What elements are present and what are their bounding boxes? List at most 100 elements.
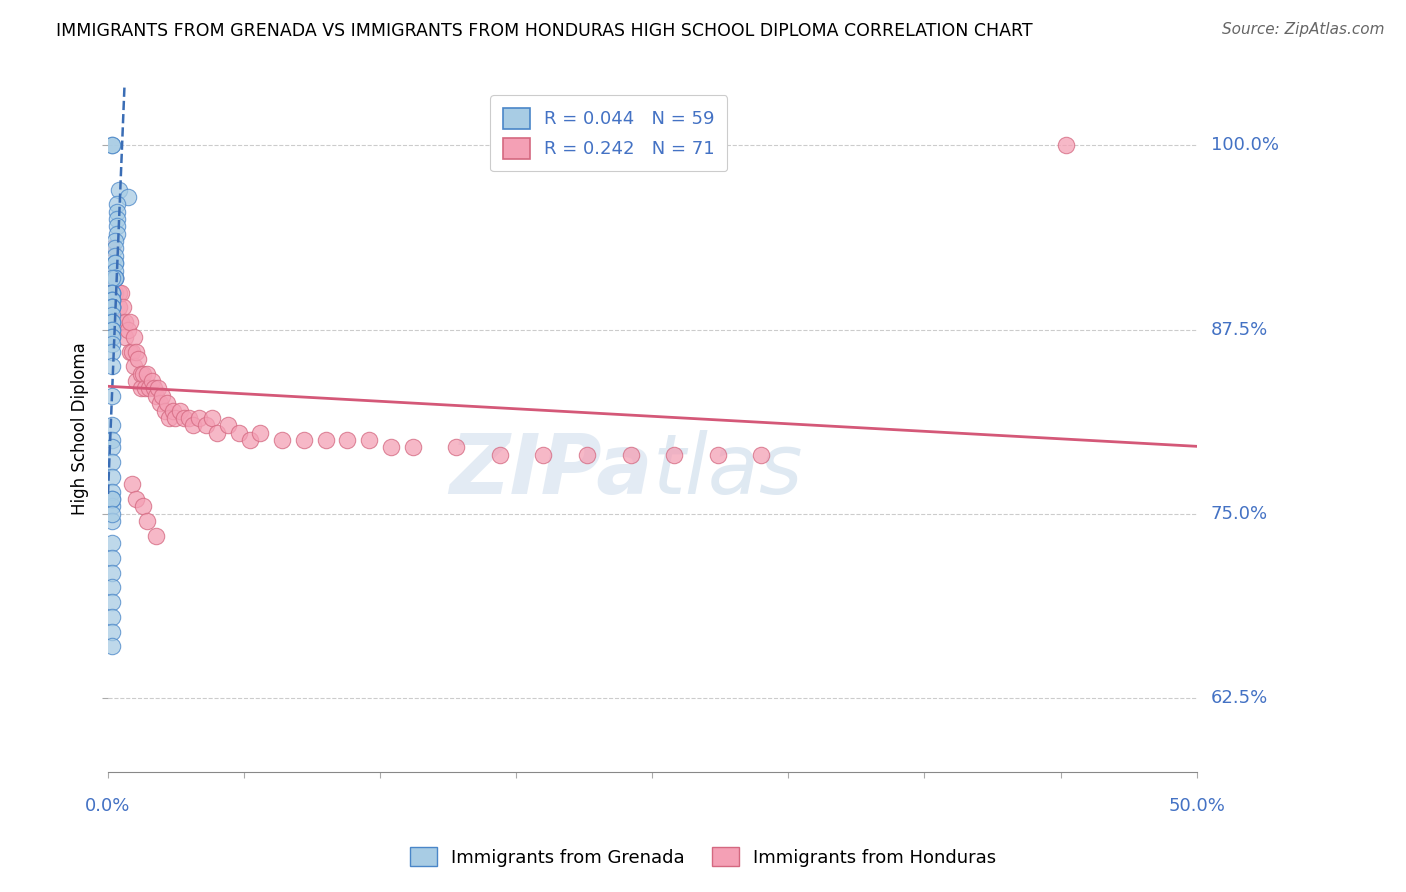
Point [217,418,239,433]
Point [152,389,174,403]
Point [103,271,125,285]
Point [205,425,228,440]
Point [101,418,124,433]
Point [105,204,128,219]
Point [101,624,124,639]
Point [101,242,124,256]
Point [117,322,139,336]
Point [249,425,271,440]
Point [121,477,143,491]
Point [101,491,124,506]
Point [336,433,359,447]
Point [101,514,124,528]
Point [103,249,125,263]
Text: 0.0%: 0.0% [86,797,131,814]
Point [101,536,124,550]
Legend: R = 0.044   N = 59, R = 0.242   N = 71: R = 0.044 N = 59, R = 0.242 N = 71 [491,95,727,171]
Point [228,425,250,440]
Legend: Immigrants from Grenada, Immigrants from Honduras: Immigrants from Grenada, Immigrants from… [402,840,1004,874]
Point [145,389,167,403]
Point [619,448,641,462]
Point [108,301,131,315]
Point [101,293,124,307]
Point [489,448,512,462]
Point [138,382,160,396]
Point [194,418,217,433]
Point [105,212,128,227]
Point [157,411,180,425]
Point [292,433,315,447]
Point [402,441,425,455]
Point [132,367,155,381]
Point [114,330,136,344]
Point [103,271,125,285]
Point [125,344,148,359]
Point [101,551,124,566]
Point [156,396,179,410]
Point [105,227,128,241]
Point [101,293,124,307]
Point [103,256,125,270]
Point [101,285,124,300]
Point [122,330,145,344]
Text: 62.5%: 62.5% [1211,689,1268,707]
Point [101,322,124,336]
Point [315,433,337,447]
Point [101,581,124,595]
Point [101,337,124,351]
Point [103,242,125,256]
Point [101,566,124,580]
Point [122,359,145,374]
Point [101,301,124,315]
Y-axis label: High School Diploma: High School Diploma [72,343,89,516]
Point [103,271,125,285]
Point [112,301,135,315]
Point [101,138,124,153]
Point [101,330,124,344]
Point [101,610,124,624]
Point [101,359,124,374]
Point [103,234,125,248]
Point [101,640,124,654]
Point [1054,138,1077,153]
Point [101,433,124,447]
Point [132,500,155,514]
Point [181,418,204,433]
Point [110,285,132,300]
Point [103,256,125,270]
Point [129,382,152,396]
Point [575,448,598,462]
Point [101,271,124,285]
Point [101,315,124,329]
Point [101,470,124,484]
Point [101,301,124,315]
Point [108,285,131,300]
Point [101,500,124,514]
Point [129,367,152,381]
Point [188,411,211,425]
Point [177,411,200,425]
Point [749,448,772,462]
Point [271,433,294,447]
Text: ZIPa: ZIPa [449,430,652,510]
Point [103,285,125,300]
Point [101,484,124,499]
Point [101,285,124,300]
Text: 50.0%: 50.0% [1168,797,1225,814]
Point [165,411,187,425]
Point [149,396,172,410]
Point [121,344,143,359]
Point [145,529,167,543]
Point [101,301,124,315]
Point [162,403,184,417]
Point [169,403,191,417]
Point [101,315,124,329]
Point [238,433,260,447]
Point [136,367,159,381]
Point [142,382,165,396]
Point [125,491,148,506]
Point [101,491,124,506]
Point [134,382,156,396]
Point [117,190,139,204]
Point [101,455,124,469]
